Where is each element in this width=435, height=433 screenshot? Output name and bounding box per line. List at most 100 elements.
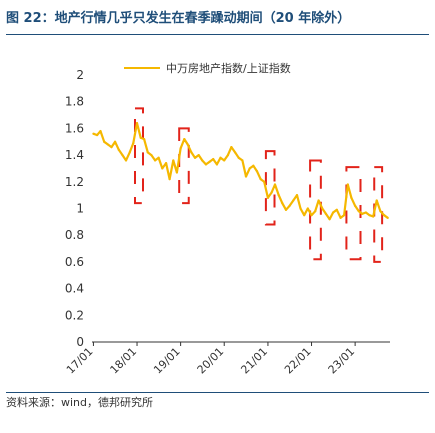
series-point — [299, 207, 302, 210]
series-layer — [92, 121, 389, 221]
y-tick-label: 0.8 — [65, 228, 84, 242]
series-point — [270, 191, 273, 194]
series-point — [103, 140, 106, 143]
series-point — [233, 151, 237, 154]
series-point — [368, 214, 371, 217]
series-point — [215, 163, 219, 166]
series-point — [350, 196, 353, 199]
x-axis: 17/01 18/01 19/01 20/01 21/01 22/01 23/01 — [64, 341, 390, 377]
series-point — [106, 143, 109, 146]
series-point — [219, 156, 222, 159]
series-point — [335, 208, 338, 211]
series-point — [346, 183, 349, 186]
series-point — [237, 156, 240, 159]
series-point — [288, 204, 291, 207]
series-point — [193, 156, 197, 159]
series-point — [168, 178, 171, 181]
series-point — [306, 207, 309, 210]
y-tick-label: 1.2 — [65, 175, 84, 189]
series-point — [248, 167, 251, 170]
series-point — [179, 147, 182, 150]
legend: 中万房地产指数/上证指数 — [124, 61, 291, 75]
series-point — [372, 215, 375, 218]
series-point — [321, 207, 324, 210]
series-point — [281, 202, 284, 205]
x-tick-label: 23/01 — [326, 345, 358, 377]
x-tick-label: 20/01 — [195, 345, 227, 377]
series-point — [379, 210, 382, 213]
y-tick-label: 0.2 — [65, 308, 84, 322]
series-point — [332, 211, 335, 214]
series-point — [361, 212, 364, 215]
series-point — [146, 151, 149, 154]
series-point — [303, 214, 306, 217]
series-point — [324, 212, 327, 215]
figure-title: 图 22：地产行情几乎只发生在春季躁动期间（20 年除外） — [6, 11, 351, 26]
spring-rally-highlights — [133, 107, 384, 263]
series-point — [121, 154, 124, 157]
series-point — [364, 211, 367, 214]
highlight-bracket — [133, 107, 145, 205]
series-point — [375, 199, 378, 202]
series-point — [295, 194, 299, 197]
series-point — [157, 156, 160, 159]
series-point — [343, 214, 346, 217]
x-tick-label: 18/01 — [108, 345, 140, 377]
highlight-bracket — [264, 150, 276, 226]
source-divider — [6, 392, 429, 393]
series-point — [183, 137, 186, 141]
series-point — [383, 214, 386, 217]
series-point — [164, 162, 168, 165]
series-point — [310, 214, 313, 217]
series-point — [190, 151, 193, 154]
y-tick-label: 1.6 — [65, 121, 84, 135]
series-point — [263, 180, 266, 183]
series-point — [244, 175, 248, 178]
x-tick-label: 17/01 — [64, 345, 96, 377]
series-line — [93, 121, 389, 221]
series-point — [124, 159, 128, 162]
x-tick-label: 22/01 — [282, 345, 314, 377]
series-point — [328, 218, 331, 221]
series-point — [153, 159, 157, 162]
series-point — [113, 140, 117, 143]
source-note: 资料来源：wind，德邦研究所 — [6, 396, 154, 409]
series-point — [150, 154, 153, 157]
series-point — [266, 196, 270, 199]
chart-area: 0 0.2 0.4 0.6 0.8 1 1.2 1.4 1.6 1.8 2 17/01 18/01 19… — [0, 40, 435, 390]
series-point — [252, 164, 255, 167]
series-point — [292, 199, 295, 202]
series-point — [175, 171, 179, 174]
series-point — [139, 136, 142, 139]
x-tick-label: 19/01 — [151, 345, 183, 377]
y-tick-label: 0.4 — [65, 282, 84, 296]
y-tick-label: 0 — [76, 335, 84, 349]
series-point — [230, 145, 233, 149]
series-point — [255, 170, 259, 173]
highlight-bracket — [178, 127, 190, 205]
series-point — [273, 183, 277, 186]
series-point — [92, 132, 95, 135]
series-point — [259, 178, 262, 181]
series-point — [96, 133, 99, 137]
series-point — [284, 208, 288, 211]
series-point — [128, 151, 131, 154]
series-point — [161, 167, 164, 170]
series-point — [172, 159, 175, 162]
highlight-bracket — [345, 166, 362, 261]
series-point — [142, 137, 146, 141]
y-axis: 0 0.2 0.4 0.6 0.8 1 1.2 1.4 1.6 1.8 2 — [65, 68, 84, 349]
series-point — [386, 216, 389, 219]
series-point — [135, 121, 139, 125]
series-point — [208, 160, 211, 163]
x-tick-label: 21/01 — [238, 345, 270, 377]
series-point — [277, 194, 280, 197]
highlight-bracket — [373, 166, 384, 263]
series-point — [241, 159, 244, 162]
series-point — [354, 204, 357, 207]
series-point — [314, 210, 317, 213]
y-tick-label: 1.8 — [65, 95, 84, 109]
series-point — [110, 145, 113, 149]
title-divider — [6, 34, 429, 35]
series-point — [212, 158, 215, 161]
